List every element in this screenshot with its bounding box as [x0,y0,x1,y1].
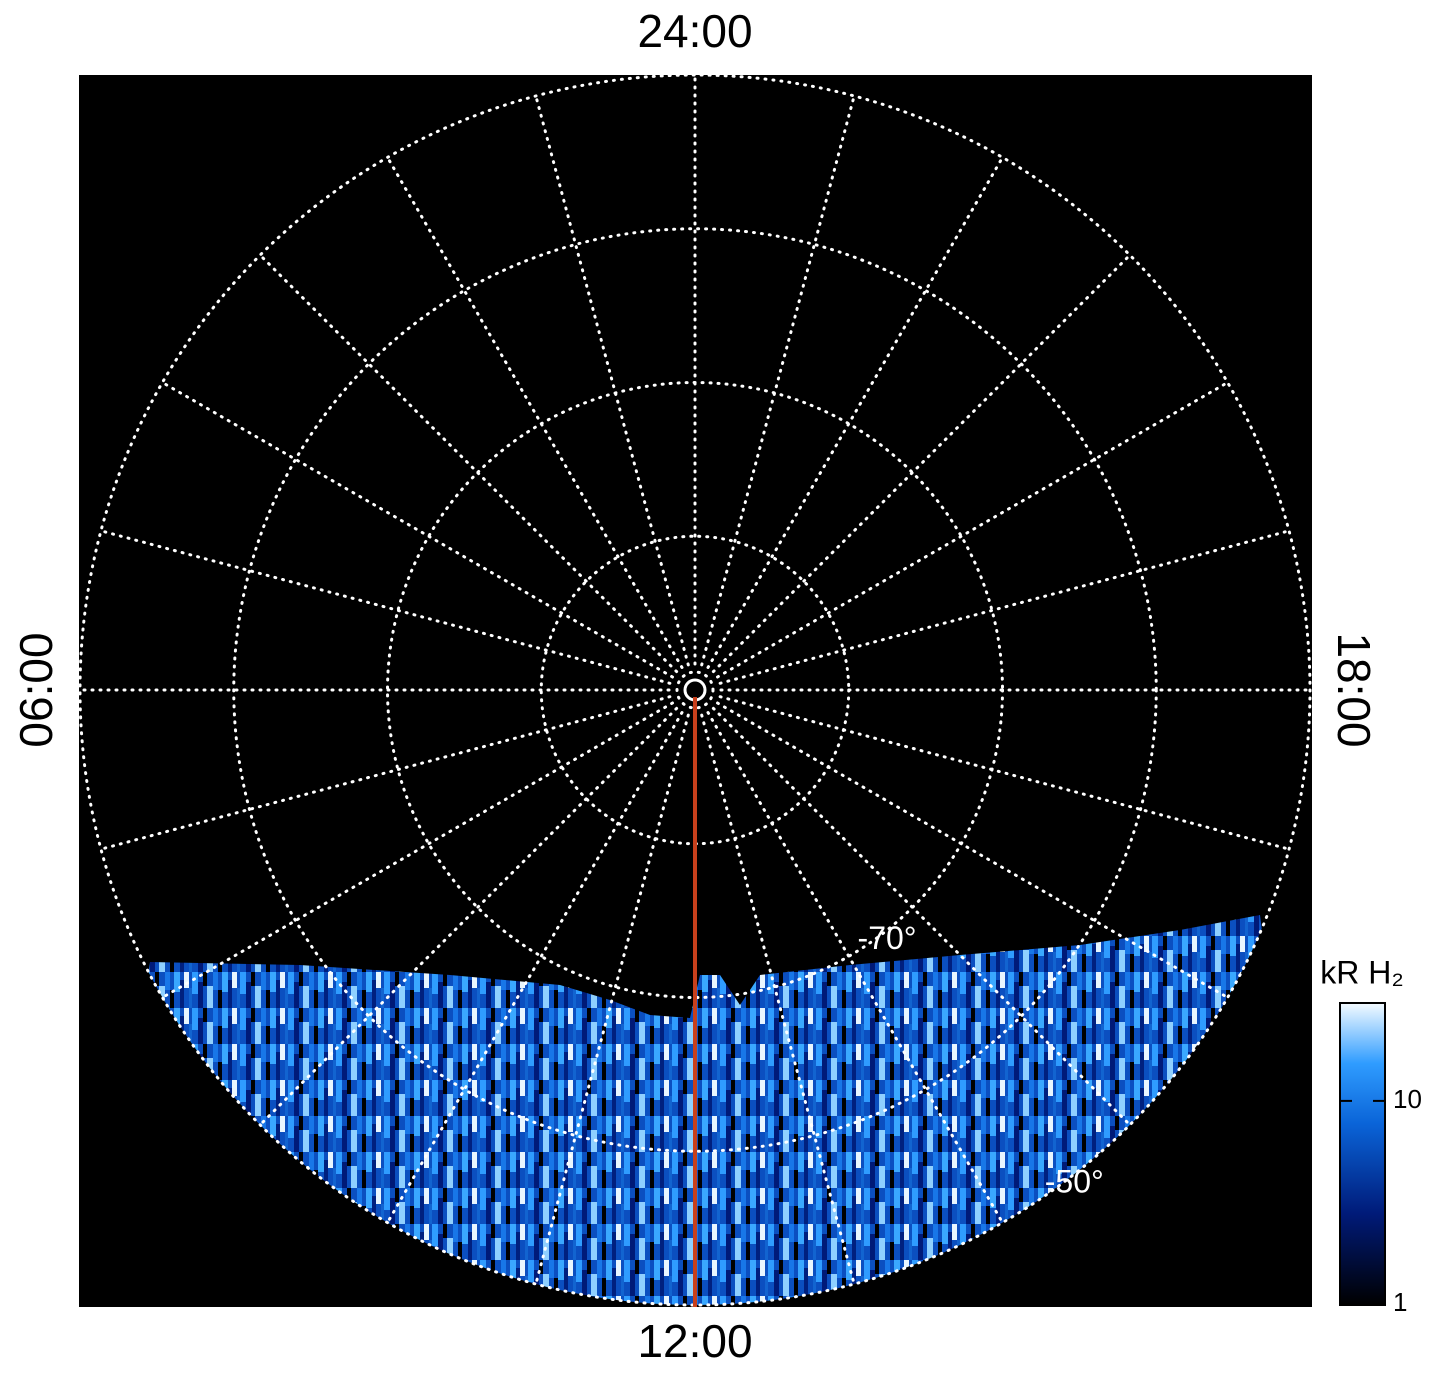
meridian-line [718,695,1291,851]
local-time-label: 24:00 [637,5,752,57]
colorbar [1339,1002,1386,1306]
meridian-line [160,381,674,679]
meridian-line [99,529,672,685]
meridian-line [718,529,1291,685]
pole-ring [675,670,715,710]
colorbar-title: kR H₂ [1320,954,1404,990]
meridian-line [706,155,1004,669]
meridian-line [706,711,1004,1225]
meridian-line [160,701,674,999]
latitude-label: -50° [1045,1164,1104,1200]
latitude-circle [79,75,1312,1307]
local-time-label: 18:00 [1328,632,1380,747]
meridian-line [711,253,1132,674]
meridian-line [258,706,679,1127]
meridian-line [716,701,1230,999]
latitude-label: -70° [858,920,917,956]
local-time-label: 12:00 [637,1315,752,1367]
colorbar-tick-label: 10 [1393,1084,1422,1114]
meridian-line [700,94,856,667]
meridian-line [534,94,690,667]
colorbar-tick-label: 1 [1393,1287,1407,1317]
meridian-line [99,695,672,851]
meridian-line [711,706,1132,1127]
local-time-label: 06:00 [10,632,62,747]
meridian-line [386,711,684,1225]
meridian-line [386,155,684,669]
latitude-circle [232,227,1158,1153]
meridian-line [258,253,679,674]
meridian-line [700,713,856,1286]
meridian-line [716,381,1230,679]
meridian-line [534,713,690,1286]
